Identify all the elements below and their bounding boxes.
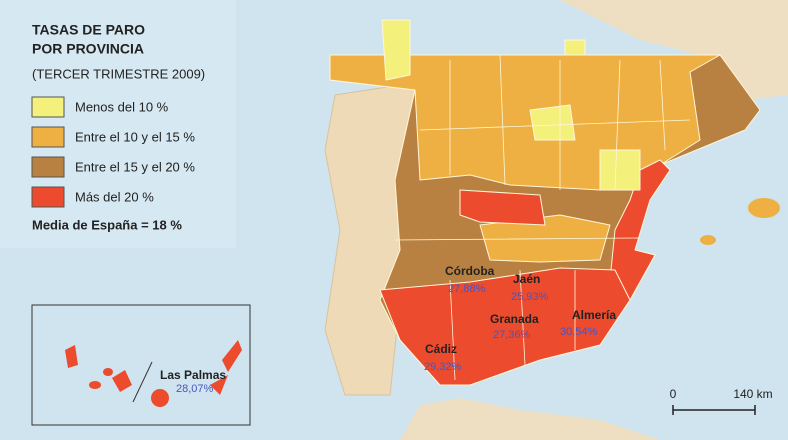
spain	[329, 19, 780, 386]
legend-label: Menos del 10 %	[75, 99, 169, 114]
legend-subtitle: (TERCER TRIMESTRE 2009)	[32, 66, 205, 81]
legend-label: Entre el 15 y el 20 %	[75, 159, 195, 174]
legend-title: POR PROVINCIA	[32, 41, 144, 57]
province-name: Las Palmas	[160, 368, 226, 382]
region-yellow	[564, 39, 586, 56]
legend-swatch	[31, 96, 65, 118]
province-value: 25,93%	[511, 291, 549, 303]
ibiza	[700, 235, 716, 245]
province-name: Granada	[490, 312, 539, 326]
legend-swatch	[31, 186, 65, 208]
province-value: 27,88%	[448, 283, 486, 295]
canary-islands	[65, 340, 242, 407]
legend-note: Media de España = 18 %	[32, 217, 182, 232]
region-yellow	[599, 149, 641, 191]
scale-bar	[672, 405, 756, 415]
legend-items: Menos del 10 % Entre el 10 y el 15 % Entre…	[31, 96, 195, 208]
province-borders	[394, 54, 691, 381]
scale-end: 140 km	[733, 387, 772, 401]
mallorca	[748, 198, 780, 218]
province-value: 30,54%	[560, 326, 598, 338]
region-yellow	[529, 104, 576, 141]
scale-start: 0	[670, 387, 677, 401]
legend-swatch	[31, 156, 65, 178]
province-name: Almería	[572, 308, 616, 322]
province-name: Cádiz	[425, 342, 457, 356]
region-red	[459, 189, 546, 226]
province-name: Córdoba	[445, 264, 495, 278]
province-name: Jaén	[513, 272, 540, 286]
province-value: 28,07%	[176, 383, 214, 395]
legend-label: Entre el 10 y el 15 %	[75, 129, 195, 144]
province-value: 29,32%	[424, 361, 462, 373]
region-yellow	[381, 19, 411, 81]
legend-title: TASAS DE PARO	[32, 22, 145, 38]
region-red	[379, 267, 631, 386]
africa	[400, 398, 660, 440]
province-labels: Córdoba 27,88% Jaén 25,93% Granada 27,36% Alme…	[160, 264, 616, 395]
legend-swatch	[31, 126, 65, 148]
inset-divider	[132, 361, 153, 403]
canary-inset	[31, 304, 251, 426]
legend-label: Más del 20 %	[75, 189, 154, 204]
province-value: 27,36%	[493, 329, 531, 341]
